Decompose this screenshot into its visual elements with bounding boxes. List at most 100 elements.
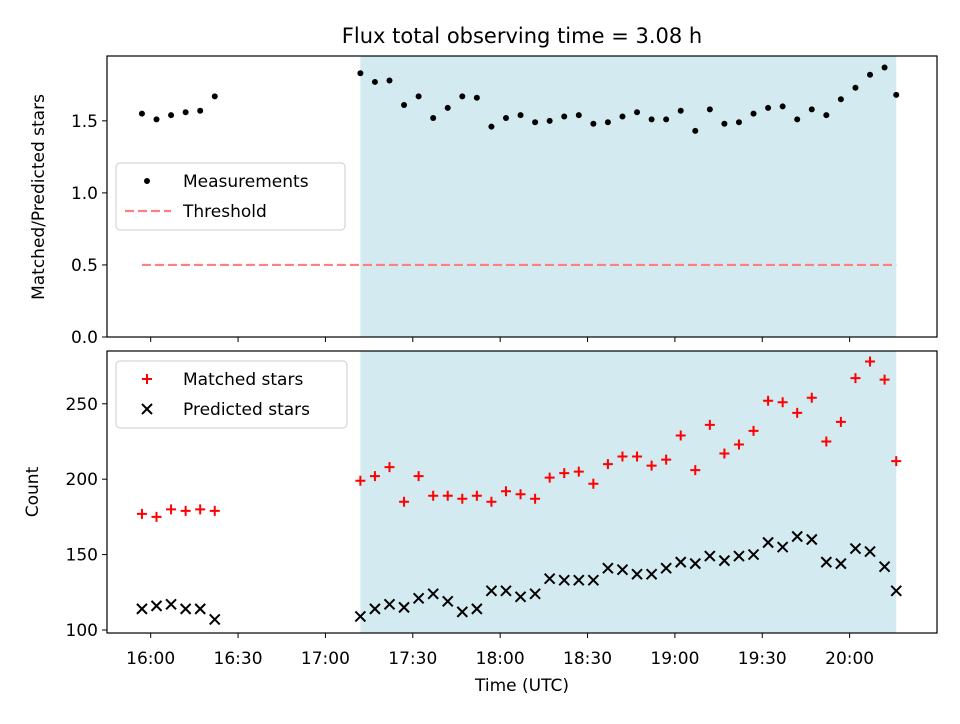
measurement-point [168, 112, 175, 119]
y-tick-label: 100 [66, 621, 98, 641]
matched-stars-point [559, 468, 570, 479]
predicted-stars-point [660, 562, 672, 574]
matched-stars-point [719, 448, 730, 459]
predicted-stars-point [820, 556, 833, 568]
predicted-stars-point [194, 603, 206, 615]
predicted-stars-point [485, 585, 498, 597]
predicted-stars-point [471, 603, 483, 615]
matched-stars-point [835, 416, 846, 427]
bottom-panel-legend: Matched stars Predicted stars [115, 360, 348, 429]
matched-stars-point [879, 374, 890, 385]
top-panel-y-axis-label: Matched/Predicted stars [29, 94, 49, 300]
top-panel-axes: 0.0 0.5 1.0 1.5 [71, 112, 851, 348]
legend-entry-label: Threshold [182, 202, 267, 222]
matched-stars-point [748, 425, 759, 436]
x-tick-label: 20:00 [825, 649, 874, 669]
measurement-point [401, 101, 408, 108]
legend-box [115, 162, 346, 231]
measurement-point [867, 71, 874, 78]
matched-stars-point [675, 430, 686, 441]
bottom-panel-y-axis-label: Count [23, 466, 43, 517]
predicted-stars-point [747, 548, 760, 561]
predicted-stars-point [835, 557, 847, 570]
matched-stars-point [486, 496, 497, 507]
predicted-stars-point [587, 574, 600, 586]
bottom-panel-axes: 100 150 200 250 16:00 16:30 17:00 17:30 18:00 18:… [66, 395, 875, 669]
y-tick-label: 1.5 [71, 112, 98, 132]
matched-stars-point [573, 466, 584, 477]
measurement-point [893, 91, 900, 98]
matched-stars-point [515, 489, 526, 500]
legend-entry-label: Predicted stars [183, 400, 310, 420]
matched-stars-point [632, 451, 643, 462]
measurement-point [488, 123, 495, 130]
predicted-stars-point [354, 610, 367, 623]
top-panel-shaded-span [360, 56, 897, 337]
matched-stars-point [588, 478, 599, 489]
x-tick-label: 17:30 [388, 649, 437, 669]
predicted-stars-point [704, 550, 716, 562]
legend-marker-dot [144, 178, 150, 184]
predicted-stars-point [602, 562, 614, 574]
measurement-point [153, 116, 160, 123]
matched-stars-point [763, 395, 774, 406]
matched-stars-point [891, 456, 902, 467]
predicted-stars-point [890, 585, 902, 597]
matched-stars-point [821, 436, 832, 447]
top-panel-frame [106, 55, 938, 338]
legend-box [115, 360, 348, 429]
measurement-point [706, 106, 713, 113]
matched-stars-point [428, 490, 439, 501]
legend-entry-label: Matched stars [183, 370, 303, 390]
matched-stars-point [355, 475, 366, 486]
measurement-point [371, 78, 378, 85]
matched-stars-point [865, 356, 876, 367]
matched-stars-point [399, 496, 410, 507]
x-tick-label: 19:00 [650, 649, 699, 669]
matched-stars-point [209, 505, 220, 516]
legend-marker-plus [142, 374, 152, 384]
predicted-stars-point [179, 603, 192, 615]
measurement-point [692, 127, 699, 134]
matched-stars-point [602, 459, 613, 470]
predicted-stars-point [616, 563, 629, 576]
measurement-point [517, 112, 524, 119]
matched-stars-point [442, 490, 453, 501]
matched-stars-point [850, 373, 861, 384]
matched-stars-point [180, 505, 191, 516]
predicted-stars-point [689, 557, 701, 570]
predicted-stars-point [150, 600, 163, 612]
matched-stars-point [384, 462, 395, 473]
matched-stars-point [544, 472, 555, 483]
measurement-point [604, 119, 611, 126]
predicted-stars-point [645, 568, 658, 580]
predicted-stars-point [878, 560, 891, 573]
measurement-point [823, 112, 830, 119]
legend-marker-x [141, 403, 153, 415]
measurement-point [663, 116, 670, 123]
measurement-point [575, 112, 582, 119]
legend-entry-label: Measurements [183, 172, 309, 192]
shaded-observing-span [360, 56, 897, 337]
measurement-point [881, 64, 888, 71]
predicted-stars-point [412, 592, 425, 605]
measurement-point [444, 104, 451, 111]
predicted-stars-point [791, 530, 803, 543]
top-panel-marks [138, 64, 900, 267]
measurement-point [808, 106, 815, 113]
chart-title: Flux total observing time = 3.08 h [342, 24, 702, 48]
measurement-point [197, 107, 204, 114]
measurement-point [721, 120, 728, 127]
y-tick-label: 200 [66, 470, 98, 490]
predicted-stars-point [369, 603, 381, 615]
top-panel-legend: Measurements Threshold [115, 162, 346, 231]
measurement-point [357, 70, 364, 77]
measurement-point [648, 116, 655, 123]
predicted-stars-point [209, 613, 221, 626]
predicted-stars-point [383, 598, 396, 611]
measurement-point [852, 84, 859, 91]
matched-stars-point [704, 419, 715, 430]
measurement-point [211, 93, 218, 100]
predicted-stars-point [529, 588, 541, 600]
measurement-point [837, 96, 844, 103]
